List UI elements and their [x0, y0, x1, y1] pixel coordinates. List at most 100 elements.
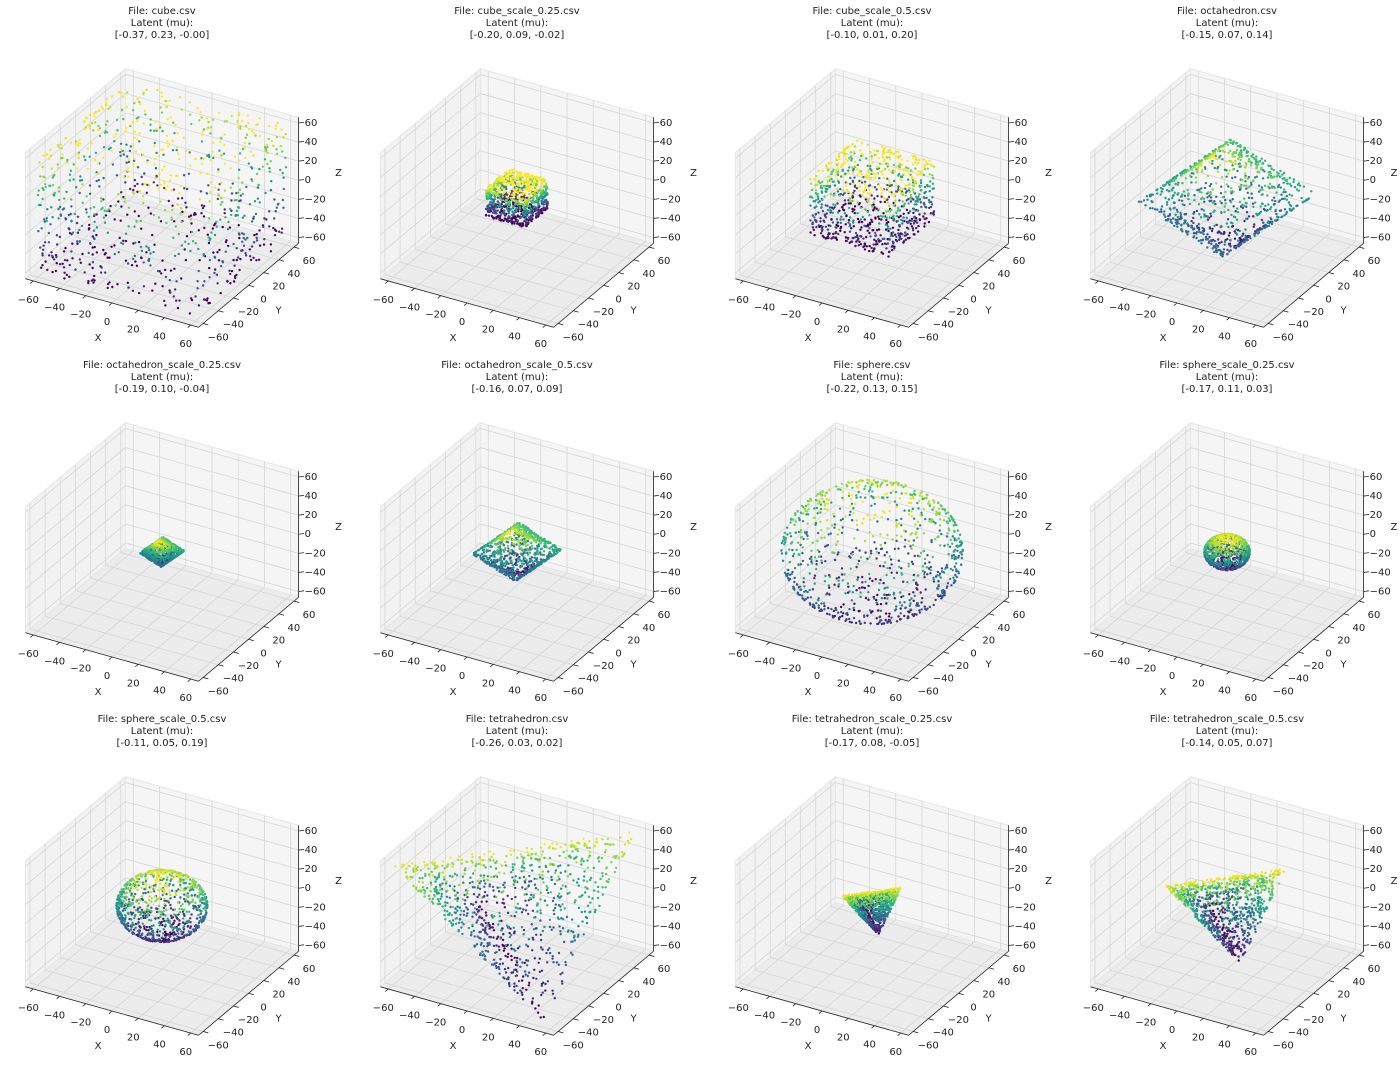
subplot-title: Latent (mu):	[1196, 18, 1258, 29]
point	[885, 210, 888, 213]
point	[872, 200, 875, 204]
point	[507, 191, 510, 194]
tick-mark	[298, 217, 305, 219]
point	[101, 206, 104, 210]
point	[1267, 173, 1271, 176]
point	[850, 227, 853, 230]
point	[866, 192, 870, 195]
point	[79, 261, 83, 264]
point	[896, 209, 900, 212]
x-tick-label: 0	[104, 671, 110, 682]
point	[284, 156, 287, 159]
point	[143, 172, 146, 175]
point	[531, 191, 535, 195]
point	[815, 198, 818, 202]
point	[133, 157, 136, 161]
point	[883, 168, 886, 171]
point	[908, 236, 911, 240]
point	[836, 221, 839, 224]
point	[127, 175, 130, 178]
point	[1195, 209, 1199, 213]
point	[265, 218, 268, 221]
point	[76, 144, 80, 147]
point	[830, 177, 833, 181]
point	[874, 217, 877, 220]
point	[1285, 198, 1289, 201]
point	[1306, 198, 1310, 201]
point	[853, 152, 856, 155]
point	[156, 88, 159, 92]
point	[890, 245, 893, 249]
point	[108, 105, 112, 109]
point	[920, 189, 923, 192]
point	[187, 172, 191, 175]
z-tick-label: −40	[305, 213, 326, 224]
point	[875, 207, 878, 210]
point	[86, 147, 90, 150]
point	[898, 223, 901, 227]
point	[223, 143, 226, 147]
tick-mark	[134, 310, 139, 314]
point	[231, 182, 234, 185]
tick-mark	[618, 272, 625, 275]
point	[189, 218, 193, 221]
point	[912, 177, 915, 180]
point	[230, 209, 233, 212]
point	[493, 190, 496, 194]
point	[1192, 236, 1195, 239]
point	[64, 137, 67, 140]
point	[1243, 219, 1246, 223]
point	[180, 108, 183, 111]
grid-line	[380, 188, 481, 274]
point	[1211, 159, 1214, 163]
tick-mark	[293, 246, 300, 249]
point	[844, 157, 848, 161]
point	[816, 195, 820, 198]
point	[91, 122, 94, 125]
point	[168, 289, 171, 292]
grid-line	[480, 93, 654, 143]
point	[1142, 199, 1146, 202]
point	[1244, 172, 1247, 175]
point	[1225, 183, 1229, 186]
point	[868, 163, 871, 166]
point	[842, 174, 845, 178]
point	[177, 157, 181, 161]
point	[248, 128, 251, 131]
point	[887, 179, 891, 182]
point	[507, 178, 510, 181]
point	[886, 183, 889, 187]
point	[513, 183, 516, 186]
point	[1225, 222, 1229, 225]
point	[1221, 195, 1225, 199]
point	[242, 233, 246, 236]
tick-mark	[1008, 160, 1015, 162]
point	[838, 157, 841, 160]
point	[894, 199, 897, 202]
point	[279, 144, 282, 148]
y-tick-label: 40	[998, 269, 1011, 280]
point	[922, 196, 925, 199]
point	[209, 132, 212, 135]
point	[1234, 247, 1238, 250]
point	[871, 220, 874, 223]
point	[188, 101, 191, 104]
point	[509, 217, 512, 220]
axis-line	[735, 278, 909, 328]
point	[127, 286, 130, 289]
point	[918, 193, 921, 196]
point	[263, 217, 266, 220]
point	[497, 178, 500, 181]
point	[95, 251, 99, 254]
point	[930, 203, 934, 206]
point	[529, 199, 533, 203]
tick-mark	[573, 310, 579, 313]
point	[169, 291, 172, 294]
point	[1181, 193, 1184, 196]
point	[132, 257, 135, 261]
point	[159, 560, 162, 563]
point	[1299, 184, 1302, 187]
point	[529, 183, 533, 186]
point	[824, 225, 828, 228]
point	[1277, 183, 1281, 187]
